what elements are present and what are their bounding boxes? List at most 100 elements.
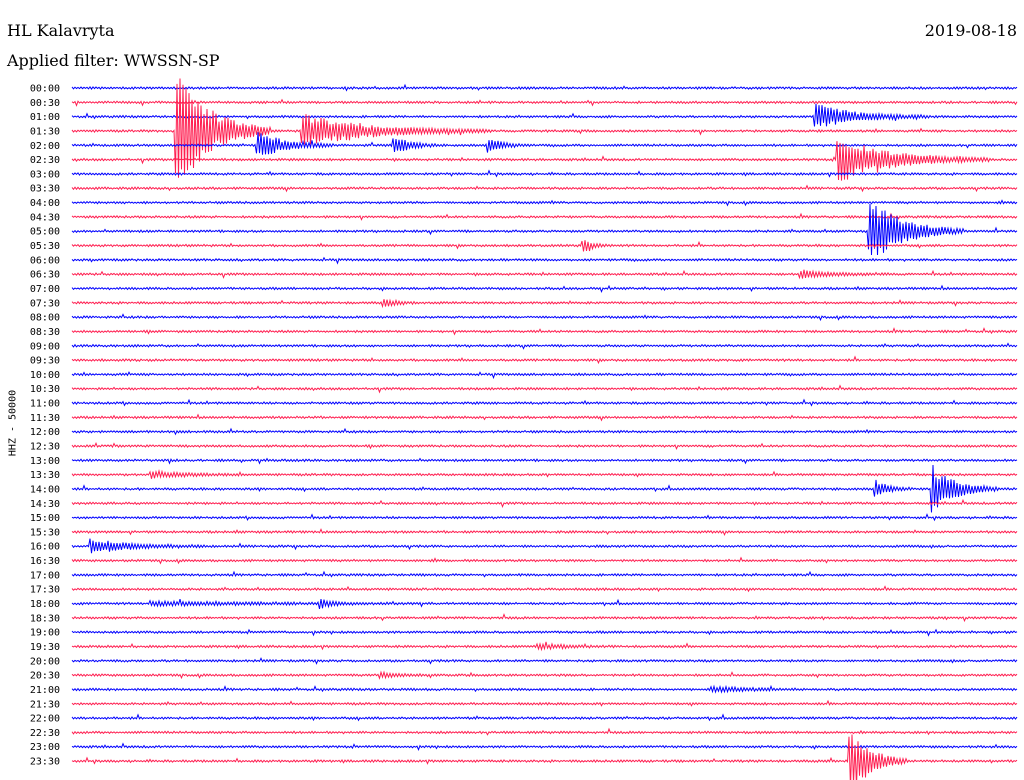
row-label: 16:30: [30, 556, 60, 567]
row-label: 03:00: [30, 169, 60, 180]
trace-line: [71, 464, 1018, 513]
applied-filter-label: Applied filter: WWSSN-SP: [7, 51, 220, 70]
trace-line: [71, 513, 1018, 522]
trace-line: [71, 240, 1018, 252]
row-label: 05:00: [30, 227, 60, 238]
row-label: 11:30: [30, 413, 60, 424]
row-label: 15:30: [30, 527, 60, 538]
trace-line: [71, 641, 1018, 652]
trace-line: [71, 342, 1018, 350]
trace-line: [71, 371, 1018, 380]
row-label: 04:30: [30, 212, 60, 223]
row-label: 07:00: [30, 284, 60, 295]
trace-line: [71, 670, 1018, 680]
row-label: 19:00: [30, 628, 60, 639]
trace-line: [71, 742, 1018, 751]
recording-date: 2019-08-18: [924, 21, 1017, 40]
trace-line: [71, 184, 1018, 193]
row-label: 19:30: [30, 642, 60, 653]
trace-line: [71, 327, 1018, 336]
row-label: 23:30: [30, 757, 60, 768]
row-label: 10:30: [30, 384, 60, 395]
trace-line: [71, 269, 1018, 280]
row-label: 09:00: [30, 341, 60, 352]
trace-line: [71, 442, 1018, 451]
row-label: 15:00: [30, 513, 60, 524]
trace-line: [71, 103, 1018, 127]
row-label: 08:30: [30, 327, 60, 338]
trace-line: [71, 141, 1018, 181]
row-label: 00:30: [30, 98, 60, 109]
row-label: 07:30: [30, 298, 60, 309]
row-label: 01:00: [30, 112, 60, 123]
trace-line: [71, 538, 1018, 554]
trace-line: [71, 528, 1018, 537]
trace-line: [71, 457, 1018, 465]
trace-line: [71, 169, 1018, 178]
row-label: 21:00: [30, 685, 60, 696]
trace-line: [71, 204, 1018, 256]
row-label: 11:00: [30, 399, 60, 410]
row-label: 01:30: [30, 126, 60, 137]
trace-line: [71, 699, 1018, 707]
row-label: 14:00: [30, 484, 60, 495]
trace-line: [71, 713, 1018, 722]
row-label: 03:30: [30, 184, 60, 195]
row-label: 02:00: [30, 141, 60, 152]
trace-line: [71, 427, 1018, 436]
row-label: 02:30: [30, 155, 60, 166]
trace-line: [71, 298, 1018, 309]
row-label: 23:00: [30, 742, 60, 753]
trace-line: [71, 413, 1018, 422]
trace-line: [71, 83, 1018, 92]
row-label: 14:30: [30, 499, 60, 510]
row-label: 08:00: [30, 313, 60, 324]
trace-line: [71, 256, 1018, 265]
row-labels: 00:00 00:30 01:00 01:30 02:00 02:30 03:00 03:30…: [30, 84, 60, 768]
trace-line: [71, 570, 1018, 578]
trace-line: [71, 585, 1018, 593]
trace-line: [71, 98, 1018, 107]
row-label: 21:30: [30, 699, 60, 710]
trace-line: [71, 212, 1018, 221]
trace-line: [71, 657, 1018, 665]
trace-line: [71, 384, 1018, 394]
row-label: 00:00: [30, 84, 60, 95]
trace-line: [71, 132, 1018, 155]
trace-line: [71, 355, 1018, 365]
row-label: 05:30: [30, 241, 60, 252]
row-label: 17:00: [30, 570, 60, 581]
trace-line: [71, 284, 1018, 294]
row-label: 16:00: [30, 542, 60, 553]
trace-line: [71, 313, 1018, 322]
row-label: 18:30: [30, 613, 60, 624]
row-label: 06:30: [30, 270, 60, 281]
trace-line: [71, 469, 1018, 479]
trace-line: [71, 398, 1018, 407]
trace-line: [71, 556, 1018, 565]
row-label: 22:30: [30, 728, 60, 739]
trace-line: [71, 727, 1018, 736]
trace-line: [71, 613, 1018, 623]
row-label: 17:30: [30, 585, 60, 596]
trace-line: [71, 498, 1018, 509]
row-label: 06:00: [30, 255, 60, 266]
trace-line: [71, 598, 1018, 610]
trace-line: [71, 628, 1018, 637]
row-label: 12:30: [30, 442, 60, 453]
row-label: 09:30: [30, 356, 60, 367]
row-label: 04:00: [30, 198, 60, 209]
row-label: 22:00: [30, 714, 60, 725]
trace-line: [71, 78, 1018, 178]
row-label: 13:00: [30, 456, 60, 467]
row-label: 18:00: [30, 599, 60, 610]
row-label: 20:00: [30, 656, 60, 667]
row-label: 10:00: [30, 370, 60, 381]
row-label: 12:00: [30, 427, 60, 438]
row-label: 13:30: [30, 470, 60, 481]
trace-line: [71, 684, 1018, 694]
station-title: HL Kalavryta: [7, 21, 115, 40]
trace-line: [71, 199, 1018, 207]
trace-line: [71, 734, 1018, 780]
